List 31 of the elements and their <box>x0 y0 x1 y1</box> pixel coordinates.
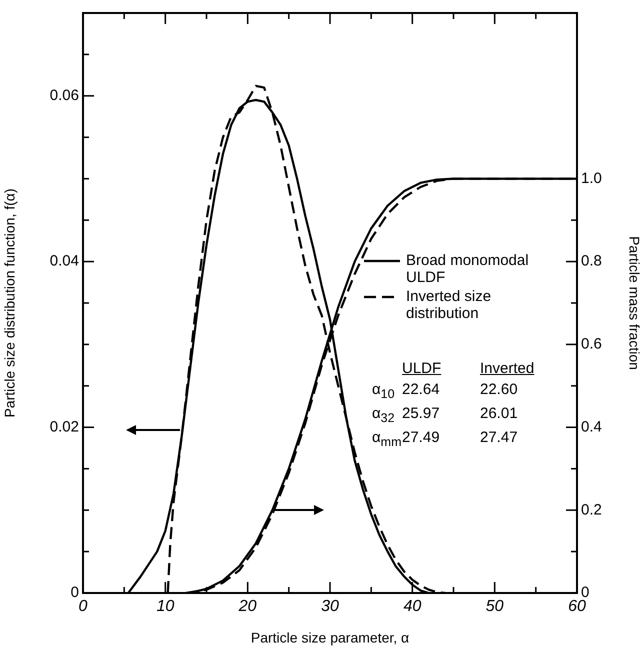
annotation: 27.47 <box>480 429 519 448</box>
y2-tick-label: 0.8 <box>581 252 602 270</box>
y-tick-label: 0.02 <box>50 418 79 436</box>
annotation: 22.60 <box>480 381 519 400</box>
y2-tick-label: 0.2 <box>581 501 602 518</box>
x-tick-label: 60 <box>568 598 586 616</box>
y-tick-label: 0.06 <box>50 87 79 104</box>
annotation: 27.49 <box>402 429 441 448</box>
y2-tick-label: 1.0 <box>581 170 602 187</box>
legend-label: Inverted size distribution <box>406 288 492 322</box>
y-tick-label: 0 <box>70 584 79 602</box>
annotation: Inverted <box>480 360 536 377</box>
x-axis-title: Particle size parameter, α <box>250 629 410 646</box>
annotation: α$_{mm}$ <box>372 429 402 449</box>
x-tick-label: 50 <box>486 598 504 616</box>
annotation: ULDF <box>402 360 442 377</box>
annotation: 22.64 <box>402 381 441 400</box>
legend-label: Broad monomodal ULDF <box>406 252 530 286</box>
annotation: 25.97 <box>402 405 441 424</box>
y2-tick-label: 0.4 <box>581 418 602 436</box>
x-tick-label: 40 <box>403 598 422 616</box>
annotation: 26.01 <box>480 405 519 424</box>
x-tick-label: 20 <box>238 598 257 616</box>
x-tick-label: 10 <box>156 598 174 616</box>
y2-axis-title: Particle mass fraction <box>626 236 643 370</box>
annotation: α$_{10}$ <box>372 381 396 401</box>
y2-tick-label: 0.6 <box>581 336 602 353</box>
y-tick-label: 0.04 <box>50 252 79 270</box>
annotation: α$_{32}$ <box>372 405 396 425</box>
x-tick-label: 30 <box>321 598 339 616</box>
y-axis-title: Particle size distribution function, f(α) <box>1 188 18 418</box>
